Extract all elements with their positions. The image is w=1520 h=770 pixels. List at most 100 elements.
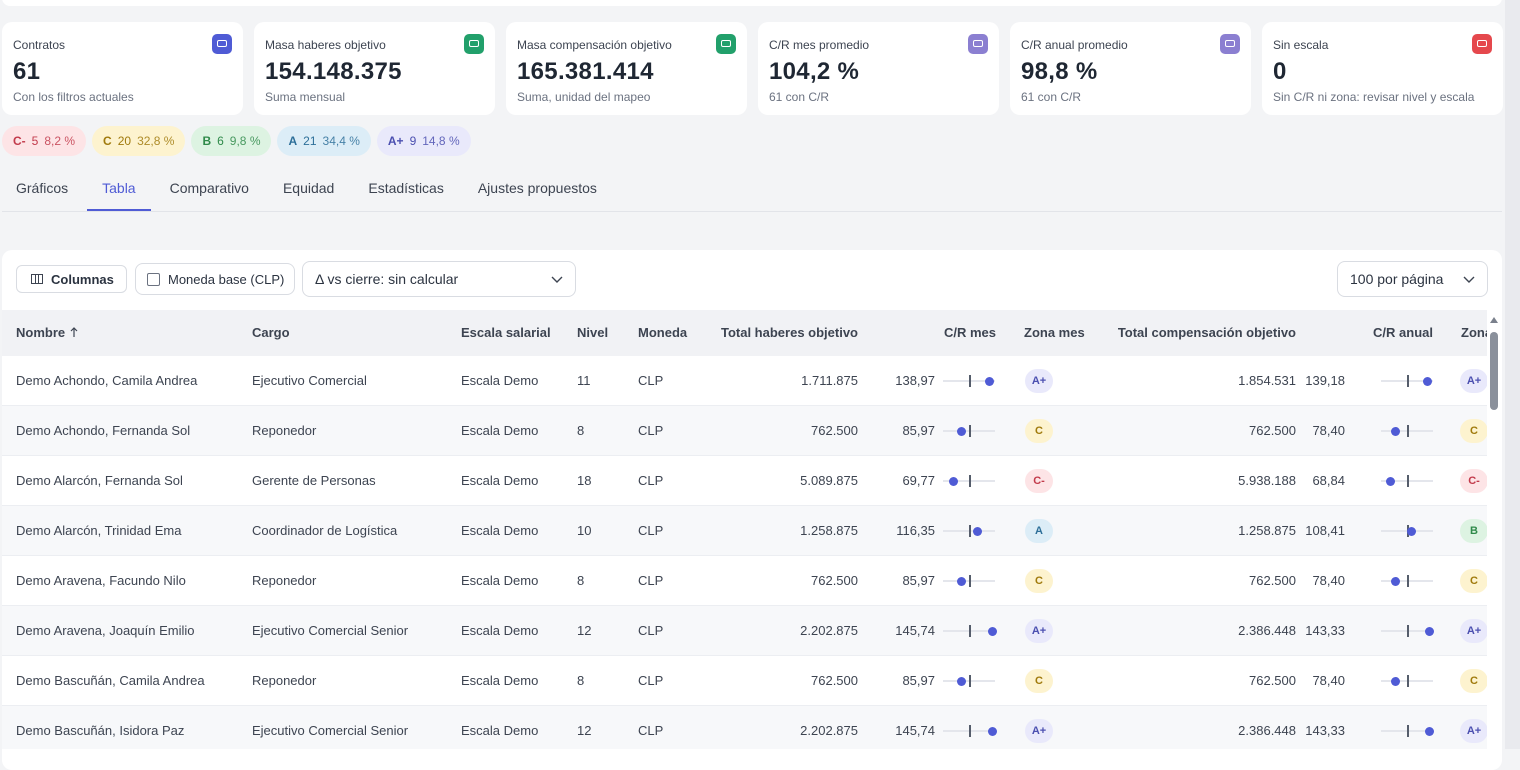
cr-midpoint — [1407, 725, 1409, 737]
cell-nivel: 12 — [577, 623, 592, 638]
cr-dot — [1391, 576, 1401, 586]
cell-total-haberes: 1.711.875 — [801, 373, 858, 388]
table-row: Demo Achondo, Fernanda Sol Reponedor Escal… — [2, 406, 1487, 456]
cell-total-comp: 762.500 — [1249, 423, 1296, 438]
cell-cr-anual: 143,33 — [1305, 723, 1345, 738]
cell-cargo: Ejecutivo Comercial Senior — [252, 723, 409, 738]
column-header[interactable]: Zona mes — [1024, 325, 1085, 340]
checkbox[interactable] — [147, 272, 160, 286]
columns-button[interactable]: Columnas — [16, 265, 127, 293]
zone-badge: A+ — [1460, 369, 1487, 393]
cr-midpoint — [1407, 625, 1409, 637]
cell-cr-anual: 68,84 — [1312, 473, 1345, 488]
cell-nivel: 18 — [577, 473, 592, 488]
zone-pct: 9,8 % — [229, 134, 261, 148]
column-header[interactable]: Total compensación objetivo — [1117, 325, 1296, 340]
cr-dot — [988, 726, 998, 736]
kpi-icon — [716, 34, 736, 54]
kpi-sub: Suma mensual — [265, 90, 346, 104]
cell-escala: Escala Demo — [461, 623, 539, 638]
kpi-label: Contratos — [13, 38, 66, 52]
column-header[interactable]: Cargo — [252, 325, 290, 340]
cell-cr-mes: 69,77 — [902, 473, 935, 488]
cell-nivel: 8 — [577, 423, 585, 438]
tab[interactable]: Ajustes propuestos — [477, 180, 597, 196]
tab[interactable]: Tabla — [102, 180, 136, 196]
table-scrollbar[interactable] — [1488, 312, 1500, 749]
tab[interactable]: Equidad — [282, 180, 335, 196]
cell-cargo: Gerente de Personas — [252, 473, 376, 488]
delta-select-label: Δ vs cierre: sin calcular — [315, 271, 459, 287]
table-row: Demo Bascuñán, Camila Andrea Reponedor Esc… — [2, 656, 1487, 706]
kpi-card: Masa compensación objetivo 165.381.414 Sum… — [506, 22, 747, 115]
cr-midpoint — [1407, 425, 1409, 437]
cell-escala: Escala Demo — [461, 573, 539, 588]
kpi-icon — [1472, 34, 1492, 54]
cell-nombre: Demo Alarcón, Fernanda Sol — [16, 473, 183, 488]
kpi-card: Sin escala 0 Sin C/R ni zona: revisar nive… — [1262, 22, 1503, 115]
kpi-label: C/R anual promedio — [1021, 38, 1128, 52]
table-row: Demo Alarcón, Fernanda Sol Gerente de Per… — [2, 456, 1487, 506]
column-header[interactable]: Total haberes objetivo — [720, 325, 858, 340]
cr-dot — [1425, 726, 1435, 736]
zone-badge: A+ — [1025, 619, 1053, 643]
delta-select[interactable]: Δ vs cierre: sin calcular — [302, 261, 576, 297]
cr-dot — [1406, 526, 1416, 536]
zone-chip: A 21 34,4 % — [277, 126, 371, 156]
kpi-icon — [1220, 34, 1240, 54]
cell-total-comp: 1.258.875 — [1238, 523, 1296, 538]
zone-badge: C- — [1025, 469, 1053, 493]
cell-total-comp: 2.386.448 — [1238, 623, 1296, 638]
cell-total-haberes: 2.202.875 — [800, 623, 858, 638]
cr-midpoint — [969, 675, 971, 687]
cell-cr-mes: 85,97 — [902, 673, 935, 688]
cell-total-comp: 762.500 — [1249, 573, 1296, 588]
cr-dot — [1386, 476, 1396, 486]
cell-cr-mes: 145,74 — [895, 623, 935, 638]
cell-total-haberes: 2.202.875 — [800, 723, 858, 738]
tab[interactable]: Comparativo — [169, 180, 249, 196]
cell-total-comp: 5.938.188 — [1238, 473, 1296, 488]
column-header[interactable]: Zona — [1461, 325, 1487, 340]
zone-chip: B 6 9,8 % — [191, 126, 272, 156]
kpi-sub: 61 con C/R — [1021, 90, 1082, 104]
tab[interactable]: Estadísticas — [368, 180, 444, 196]
table-header — [2, 310, 1487, 356]
cr-dot — [1422, 376, 1432, 386]
cr-midpoint — [1407, 675, 1409, 687]
kpi-sub: Suma, unidad del mapeo — [517, 90, 651, 104]
kpi-card: Masa haberes objetivo 154.148.375 Suma men… — [254, 22, 495, 115]
column-header[interactable]: Nivel — [577, 325, 609, 340]
zone-badge: C — [1025, 669, 1053, 693]
active-tab-underline — [87, 209, 151, 211]
zone-badge: A — [1025, 519, 1053, 543]
column-header[interactable]: C/R anual — [1373, 325, 1433, 340]
column-header[interactable]: Moneda — [638, 325, 688, 340]
base-currency-toggle[interactable]: Moneda base (CLP) — [135, 263, 295, 295]
column-header[interactable]: Escala salarial — [461, 325, 551, 340]
column-header[interactable]: Nombre — [16, 325, 78, 340]
cell-cr-mes: 145,74 — [895, 723, 935, 738]
zone-code: B — [202, 134, 212, 148]
kpi-card: C/R mes promedio 104,2 % 61 con C/R — [758, 22, 999, 115]
cell-cr-anual: 108,41 — [1305, 523, 1345, 538]
tab[interactable]: Gráficos — [16, 180, 69, 196]
cell-moneda: CLP — [638, 723, 664, 738]
cell-moneda: CLP — [638, 673, 664, 688]
cell-nombre: Demo Achondo, Camila Andrea — [16, 373, 198, 388]
page-size-select[interactable]: 100 por página — [1337, 261, 1488, 297]
cr-dot — [1391, 676, 1401, 686]
column-header[interactable]: C/R mes — [943, 325, 996, 340]
kpi-sub: Sin C/R ni zona: revisar nivel y escala — [1273, 90, 1475, 104]
cr-midpoint — [1407, 575, 1409, 587]
cell-cargo: Coordinador de Logística — [252, 523, 398, 538]
cr-dot — [957, 676, 967, 686]
kpi-value: 98,8 % — [1021, 58, 1098, 85]
zone-code: C- — [13, 134, 26, 148]
zone-badge: A+ — [1460, 719, 1487, 743]
cell-escala: Escala Demo — [461, 423, 539, 438]
table-row: Demo Bascuñán, Isidora Paz Ejecutivo Come… — [2, 706, 1487, 749]
kpi-value: 104,2 % — [769, 58, 860, 85]
zone-badge: A+ — [1025, 369, 1053, 393]
cell-moneda: CLP — [638, 473, 664, 488]
